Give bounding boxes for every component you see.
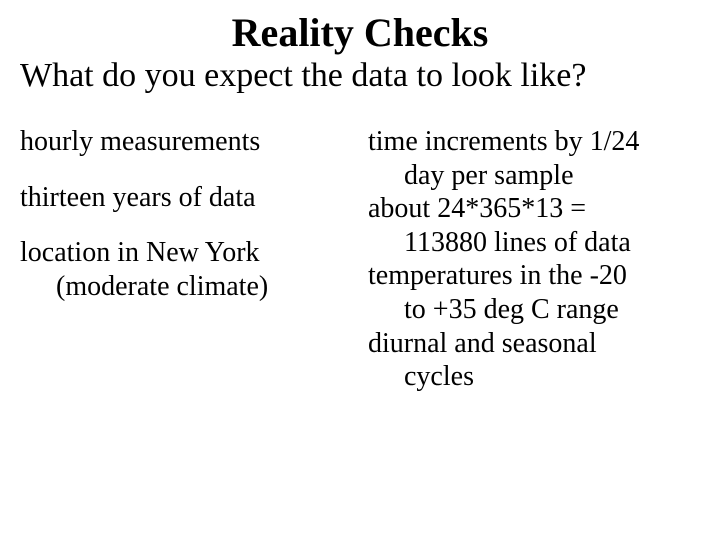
right-item-2: about 24*365*13 = 113880 lines of data (368, 192, 700, 259)
slide-subtitle: What do you expect the data to look like… (20, 56, 700, 95)
bullet-text-line1: diurnal and seasonal (368, 327, 700, 361)
left-item-3: location in New York (moderate climate) (20, 236, 352, 303)
right-column: time increments by 1/24 day per sample a… (362, 125, 700, 540)
right-item-1: time increments by 1/24 day per sample (368, 125, 700, 192)
bullet-text: hourly measurements (20, 126, 260, 157)
bullet-text-line1: about 24*365*13 = (368, 192, 700, 226)
content-columns: hourly measurements thirteen years of da… (20, 125, 700, 540)
left-item-2: thirteen years of data (20, 181, 352, 215)
bullet-text-line1: temperatures in the -20 (368, 259, 700, 293)
bullet-text-line1: time increments by 1/24 (368, 125, 700, 159)
bullet-text-line2: cycles (368, 360, 700, 394)
right-item-4: diurnal and seasonal cycles (368, 327, 700, 394)
slide: Reality Checks What do you expect the da… (0, 0, 720, 540)
slide-title: Reality Checks (20, 10, 700, 56)
bullet-text-line2: to +35 deg C range (368, 293, 700, 327)
right-item-3: temperatures in the -20 to +35 deg C ran… (368, 259, 700, 326)
bullet-text-line2: 113880 lines of data (368, 226, 700, 260)
bullet-text-line2: day per sample (368, 159, 700, 193)
left-column: hourly measurements thirteen years of da… (20, 125, 362, 540)
bullet-text-line2: (moderate climate) (20, 270, 352, 304)
bullet-text-line1: location in New York (20, 237, 260, 268)
left-item-1: hourly measurements (20, 125, 352, 159)
bullet-text: thirteen years of data (20, 182, 256, 213)
